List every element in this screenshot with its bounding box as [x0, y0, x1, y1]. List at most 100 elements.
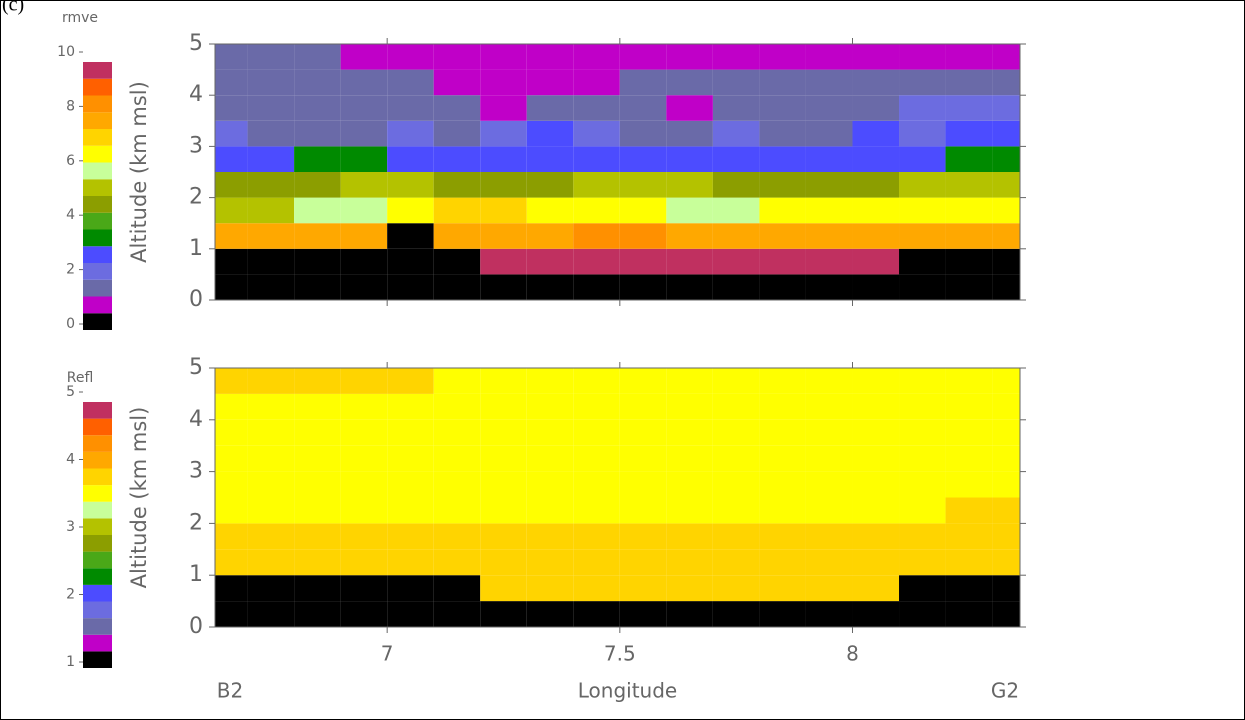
cell	[712, 575, 760, 602]
cell	[573, 95, 620, 121]
cell	[945, 69, 993, 96]
cell	[899, 223, 946, 249]
cell	[387, 274, 434, 300]
cell	[899, 497, 946, 524]
cell	[992, 197, 1020, 224]
cell	[573, 575, 620, 602]
cell	[215, 419, 248, 446]
cell	[666, 601, 713, 627]
colorbar-swatch	[83, 246, 112, 263]
cell	[945, 172, 993, 198]
y-tick-label: 4	[189, 407, 203, 432]
y-tick-label: 3	[189, 133, 203, 158]
cell	[712, 44, 760, 70]
cell	[573, 274, 620, 300]
cell	[480, 274, 527, 300]
cell	[433, 497, 481, 524]
colorbar-tick-label: 8	[66, 98, 75, 114]
cell	[573, 368, 620, 394]
colorbar-swatch	[83, 229, 112, 247]
cell	[480, 172, 527, 198]
cell	[340, 69, 388, 96]
cell	[340, 172, 388, 198]
cell	[852, 497, 900, 524]
cell	[992, 471, 1020, 498]
y-tick-label: 3	[189, 459, 203, 484]
cell	[387, 419, 434, 446]
colorbar-swatch	[83, 162, 112, 180]
cell	[433, 368, 481, 394]
y-tick-label: 0	[189, 614, 203, 639]
cell	[992, 146, 1020, 172]
cell	[573, 419, 620, 446]
cell	[433, 197, 481, 224]
cell	[433, 44, 481, 70]
cell	[899, 368, 946, 394]
cell	[992, 223, 1020, 249]
cell	[805, 197, 853, 224]
cell	[712, 69, 760, 96]
cell	[852, 95, 900, 121]
cell	[215, 523, 248, 550]
cell	[247, 146, 295, 172]
cell	[526, 95, 574, 121]
cell	[852, 393, 900, 420]
cell	[294, 393, 341, 420]
cell	[526, 601, 574, 627]
cell	[573, 44, 620, 70]
colorbar-tick-label: 6	[66, 153, 75, 169]
cell	[945, 146, 993, 172]
cell	[247, 120, 295, 147]
cell	[945, 601, 993, 627]
cell	[573, 146, 620, 172]
cell	[666, 575, 713, 602]
cell	[215, 197, 248, 224]
cell	[526, 172, 574, 198]
cell	[899, 419, 946, 446]
cell	[340, 120, 388, 147]
cell	[387, 549, 434, 576]
x-tick-label: 7	[381, 642, 394, 666]
cell	[945, 445, 993, 472]
cell	[899, 146, 946, 172]
x-end-label: B2	[217, 679, 243, 703]
cell	[992, 248, 1020, 275]
cell	[247, 223, 295, 249]
cell	[573, 497, 620, 524]
cell	[294, 248, 341, 275]
cell	[619, 549, 667, 576]
cell	[992, 523, 1020, 550]
cell	[712, 120, 760, 147]
cell	[433, 69, 481, 96]
cell	[573, 549, 620, 576]
cell	[945, 248, 993, 275]
cell	[294, 223, 341, 249]
cell	[247, 471, 295, 498]
cell	[573, 523, 620, 550]
cell	[480, 601, 527, 627]
y-tick-label: 5	[189, 31, 203, 56]
cell	[619, 445, 667, 472]
cell	[759, 69, 806, 96]
x-end-label: G2	[991, 679, 1019, 703]
cell	[573, 223, 620, 249]
cell	[294, 44, 341, 70]
cell	[712, 601, 760, 627]
cell	[387, 146, 434, 172]
cell	[619, 146, 667, 172]
cell	[619, 95, 667, 121]
cell	[666, 95, 713, 121]
cell	[340, 471, 388, 498]
cell	[899, 549, 946, 576]
cell	[340, 274, 388, 300]
cell	[619, 274, 667, 300]
cell	[433, 120, 481, 147]
colorbar-tick-label: 3	[66, 519, 75, 535]
colorbar-swatch	[83, 485, 112, 502]
cell	[712, 368, 760, 394]
cell	[526, 146, 574, 172]
cell	[247, 95, 295, 121]
cell	[712, 497, 760, 524]
cell	[433, 248, 481, 275]
cell	[666, 419, 713, 446]
